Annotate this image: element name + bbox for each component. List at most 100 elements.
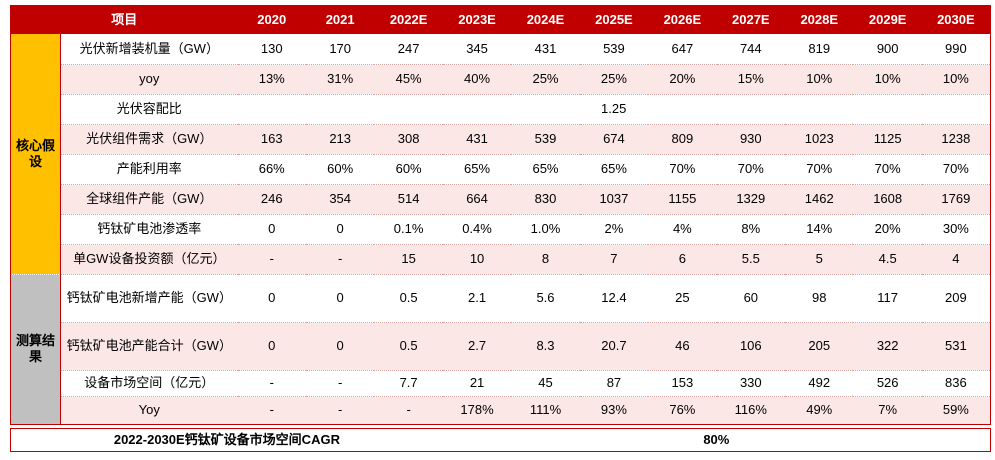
- cell-value: 111%: [511, 396, 580, 425]
- cell-value: 46: [648, 322, 717, 371]
- cell-value: 246: [237, 184, 306, 215]
- cell-value: 65%: [511, 154, 580, 185]
- cell-value: 153: [648, 370, 717, 397]
- table-row: 测算结果 钙钛矿电池新增产能（GW） 0 0 0.5 2.1 5.6 12.4 25 60 98 11…: [10, 274, 991, 425]
- cell-value: 20%: [648, 64, 717, 95]
- row-label: Yoy: [60, 396, 238, 425]
- cell-value: 15: [374, 244, 443, 275]
- table-row: 光伏容配比 1.25: [11, 94, 991, 125]
- cell-value: 70%: [716, 154, 786, 185]
- cell-value: 8: [511, 244, 580, 275]
- cell-value: 1023: [785, 124, 854, 155]
- cell-value: 60%: [374, 154, 443, 185]
- row-label: 单GW设备投资额（亿元）: [60, 244, 238, 275]
- table-row: 钙钛矿电池产能合计（GW） 0 0 0.5 2.7 8.3 20.7 46 106 205 322 5…: [11, 322, 991, 371]
- cell-value: 25%: [511, 64, 580, 95]
- row-label: 产能利用率: [60, 154, 238, 185]
- cell-value: 0.1%: [374, 214, 443, 245]
- cell-value: 5.5: [716, 244, 786, 275]
- cell-value: 836: [921, 370, 991, 397]
- cell-value: 1329: [716, 184, 786, 215]
- row-label: 全球组件产能（GW）: [60, 184, 238, 215]
- cell-value: 4%: [648, 214, 717, 245]
- cell-value: 66%: [237, 154, 306, 185]
- cell-value: 106: [716, 322, 786, 371]
- table-row: yoy 13% 31% 45% 40% 25% 25% 20% 15% 10% 10% 10%: [11, 64, 991, 95]
- cell-value: 2.1: [442, 274, 512, 323]
- cell-value: 6: [648, 244, 717, 275]
- header-year: 2023E: [442, 5, 512, 34]
- cell-value: 744: [716, 34, 786, 65]
- cell-value: 5: [785, 244, 854, 275]
- cell-value: 2%: [579, 214, 649, 245]
- cell-value: -: [305, 396, 375, 425]
- cell-value: 247: [374, 34, 443, 65]
- cell-value: 4: [921, 244, 991, 275]
- cell-value: 345: [442, 34, 512, 65]
- cell-value: 1608: [853, 184, 922, 215]
- cell-value: 70%: [853, 154, 922, 185]
- row-label: 钙钛矿电池渗透率: [60, 214, 238, 245]
- cell-value: 10%: [785, 64, 854, 95]
- header-year: 2027E: [716, 5, 786, 34]
- table-row: 核心假设 光伏新增装机量（GW） 130 170 247 345 431 539 647 744 8…: [10, 34, 991, 275]
- table-row: 设备市场空间（亿元） - -7.7 21 45 87 153 330 492 526 836: [11, 370, 991, 397]
- table-row: 单GW设备投资额（亿元） - -15 10 8 7 6 5.5 5 4.5 4: [11, 244, 991, 275]
- cell-value: 7.7: [374, 370, 443, 397]
- cell-value: 30%: [921, 214, 991, 245]
- cell-value: -: [237, 370, 306, 397]
- row-label: 光伏组件需求（GW）: [60, 124, 238, 155]
- cell-value: 98: [785, 274, 854, 323]
- cell-value: 49%: [785, 396, 854, 425]
- header-year: 2025E: [579, 5, 649, 34]
- cell-value: 59%: [921, 396, 991, 425]
- cell-value: 1769: [921, 184, 991, 215]
- cell-value: 0: [237, 274, 306, 323]
- cell-value: 7%: [853, 396, 922, 425]
- cell-value: 322: [853, 322, 922, 371]
- cell-value: 65%: [579, 154, 649, 185]
- table-row: 产能利用率 66% 60% 60% 65% 65% 65% 70% 70% 70% 70% 70%: [11, 154, 991, 185]
- header-year: 2028E: [785, 5, 854, 34]
- header-year: 2024E: [511, 5, 580, 34]
- cell-value: 0.5: [374, 322, 443, 371]
- cell-value: 20%: [853, 214, 922, 245]
- cell-value: 70%: [648, 154, 717, 185]
- cell-value: 354: [305, 184, 375, 215]
- cell-value: 830: [511, 184, 580, 215]
- cell-value: 5.6: [511, 274, 580, 323]
- cell-value: 8%: [716, 214, 786, 245]
- cell-value: 647: [648, 34, 717, 65]
- cell-value: 25: [648, 274, 717, 323]
- cell-value: 60%: [305, 154, 375, 185]
- cell-value: 130: [237, 34, 306, 65]
- cell-value: 209: [921, 274, 991, 323]
- cell-value: 15%: [716, 64, 786, 95]
- cell-value: 12.4: [579, 274, 649, 323]
- cagr-table: 2022-2030E钙钛矿设备市场空间CAGR 80%: [10, 427, 991, 452]
- cell-value: 65%: [442, 154, 512, 185]
- cagr-row: 2022-2030E钙钛矿设备市场空间CAGR 80%: [11, 428, 991, 451]
- cell-value: 1155: [648, 184, 717, 215]
- header-item: 项目: [10, 5, 238, 34]
- header-year: 2026E: [648, 5, 717, 34]
- cell-value: 1037: [579, 184, 649, 215]
- cell-value: 14%: [785, 214, 854, 245]
- cell-value: -: [305, 244, 375, 275]
- cell-value: 539: [511, 124, 580, 155]
- header-year: 2020: [237, 5, 306, 34]
- table-wrap: 项目 2020 2021 2022E 2023E 2024E 2025E 2026E 2027E…: [10, 5, 991, 452]
- cell-value: 514: [374, 184, 443, 215]
- cell-value: 431: [511, 34, 580, 65]
- row-label: 钙钛矿电池产能合计（GW）: [60, 322, 238, 371]
- cell-value: 0.5: [374, 274, 443, 323]
- cell-value: 2.7: [442, 322, 512, 371]
- header-year: 2021: [305, 5, 375, 34]
- cell-value: 674: [579, 124, 649, 155]
- cell-value: 809: [648, 124, 717, 155]
- group-label: 测算结果: [10, 274, 61, 425]
- cell-value: 70%: [785, 154, 854, 185]
- header-year: 2029E: [853, 5, 922, 34]
- cell-value: 13%: [237, 64, 306, 95]
- cell-value: 531: [921, 322, 991, 371]
